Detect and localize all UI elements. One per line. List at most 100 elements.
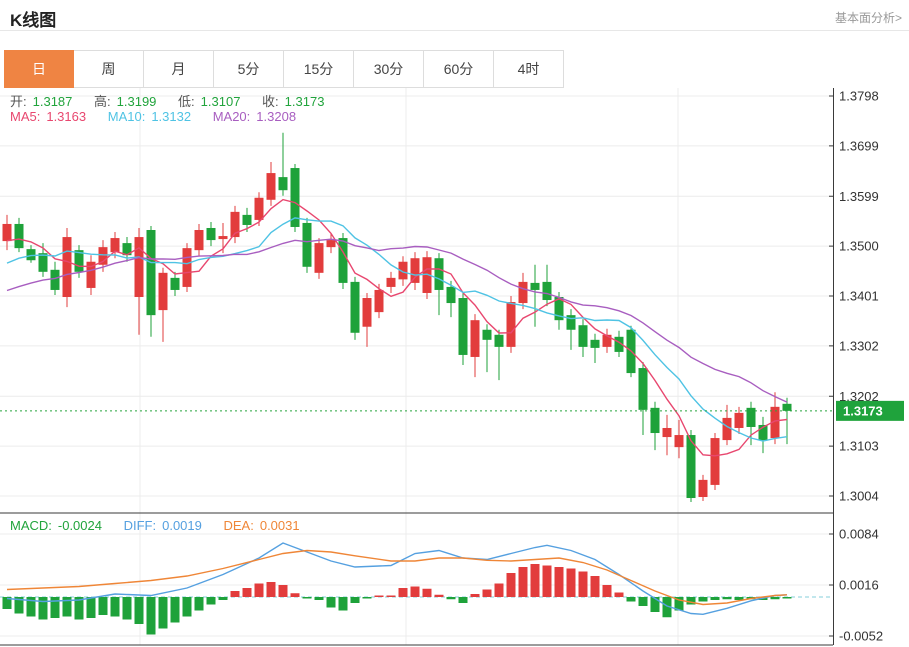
candle-body [434, 258, 444, 290]
candle-body [338, 238, 348, 283]
open-label: 开: [10, 94, 27, 109]
candles-layer [0, 132, 833, 503]
candle-body [782, 403, 792, 411]
candle-body [566, 315, 576, 330]
macd-bar [98, 597, 108, 615]
tab-interval-6[interactable]: 60分 [424, 50, 494, 88]
candle-body [506, 302, 516, 347]
price-badge-text: 1.3173 [843, 403, 883, 418]
tab-interval-2[interactable]: 月 [144, 50, 214, 88]
macd-bar [458, 597, 468, 603]
kline-chart[interactable]: 1.3798 1.3699 1.3599 1.3500 1.3401 1.3302 1.32… [0, 88, 909, 647]
candle-body [674, 435, 684, 448]
macd-bar [290, 593, 300, 597]
macd-bar [86, 597, 96, 618]
tab-interval-3[interactable]: 5分 [214, 50, 284, 88]
macd-bar [146, 597, 156, 635]
candle-body [554, 297, 564, 321]
candle-body [158, 272, 168, 311]
macd-bar [338, 597, 348, 611]
candle-body [410, 258, 420, 283]
candle-body [590, 339, 600, 348]
macd-bar [446, 597, 456, 600]
candle-body [230, 211, 240, 238]
ma10-value: 1.3132 [151, 109, 192, 124]
ma20-line [6, 238, 788, 403]
macd-bar [26, 597, 36, 617]
macd-bar [278, 585, 288, 597]
interval-tabbar: 日周月 5分 15分 30分 60分 4时 [4, 50, 564, 88]
candle-body [578, 325, 588, 347]
macd-bar [698, 597, 708, 602]
ohlc-legend: 开: 1.3187 高: 1.3199 低: 1.3107 收: 1.3173 [10, 91, 330, 110]
macd-bar [530, 564, 540, 597]
candle-body [362, 298, 372, 327]
candle-body [110, 238, 120, 253]
macd-bar [62, 597, 72, 617]
macd-bar [122, 597, 132, 620]
axis-tick-label: 1.3599 [839, 189, 879, 204]
macd-bar [614, 592, 624, 597]
axis-tick-label: 1.3500 [839, 239, 879, 254]
ma10-line [6, 217, 788, 442]
candle-body [134, 237, 144, 298]
candle-body [638, 368, 648, 410]
fundamental-analysis-link[interactable]: 基本面分析> [834, 11, 902, 25]
widget-header: K线图 基本面分析> [0, 0, 909, 31]
macd-bar [722, 597, 732, 600]
candle-body [398, 261, 408, 280]
macd-bar [266, 582, 276, 597]
macd-label: MACD: [10, 518, 52, 533]
macd-bar [638, 597, 648, 606]
ma5-line [6, 198, 788, 457]
page-title: K线图 [10, 11, 57, 30]
axis-tick-label: 1.3103 [839, 439, 879, 454]
ma-legend: MA5: 1.3163 MA10: 1.3132 MA20: 1.3208 [10, 109, 302, 124]
tab-interval-5[interactable]: 30分 [354, 50, 424, 88]
axis-tick-label: 1.3302 [839, 338, 879, 353]
axis-layer: 1.3798 1.3699 1.3599 1.3500 1.3401 1.3302 1.32… [0, 88, 904, 646]
axis-tick-label: 1.3004 [839, 489, 879, 504]
macd-bar [314, 597, 324, 600]
candle-body [518, 281, 528, 304]
tab-interval-7[interactable]: 4时 [494, 50, 564, 88]
macd-bar [2, 597, 12, 609]
tab-interval-4[interactable]: 15分 [284, 50, 354, 88]
tab-interval-0[interactable]: 日 [4, 50, 74, 88]
macd-bar [170, 597, 180, 623]
high-value: 1.3199 [116, 94, 157, 109]
axis-tick-label: 1.3401 [839, 289, 879, 304]
macd-bar [590, 576, 600, 597]
candle-body [2, 223, 12, 242]
candle-body [374, 289, 384, 313]
dea-line [6, 549, 788, 606]
candle-body [254, 197, 264, 220]
macd-value: -0.0024 [57, 518, 102, 533]
candle-body [242, 214, 252, 225]
open-value: 1.3187 [32, 94, 73, 109]
tab-interval-1[interactable]: 周 [74, 50, 144, 88]
candle-body [86, 261, 96, 288]
macd-bar [674, 597, 684, 611]
candle-body [26, 249, 36, 261]
candle-body [302, 222, 312, 267]
macd-bar [230, 591, 240, 597]
candle-body [194, 230, 204, 251]
candle-body [206, 227, 216, 241]
macd-bar [194, 597, 204, 611]
macd-bar [362, 597, 372, 599]
ma5-label: MA5: [10, 109, 41, 124]
macd-bar [770, 597, 780, 600]
macd-bar [350, 597, 360, 603]
macd-bar [626, 597, 636, 602]
candle-body [314, 243, 324, 273]
macd-bar [710, 597, 720, 600]
candle-body [74, 250, 84, 272]
candle-body [38, 253, 48, 272]
candle-body [350, 281, 360, 333]
axis-tick-label: 0.0084 [839, 527, 879, 542]
macd-bar [134, 597, 144, 624]
candle-body [734, 412, 744, 428]
candle-body [650, 407, 660, 434]
